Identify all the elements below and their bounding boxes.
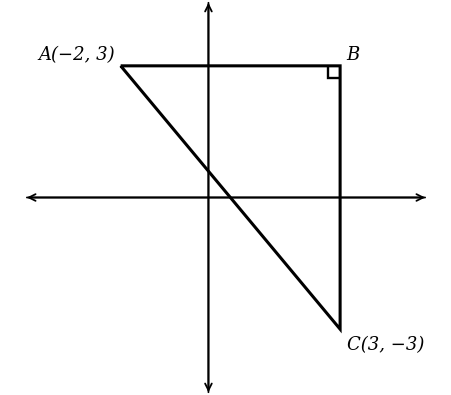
Text: C(3, −3): C(3, −3) [346,336,423,354]
Text: A(−2, 3): A(−2, 3) [39,46,115,64]
Text: B: B [346,46,359,64]
